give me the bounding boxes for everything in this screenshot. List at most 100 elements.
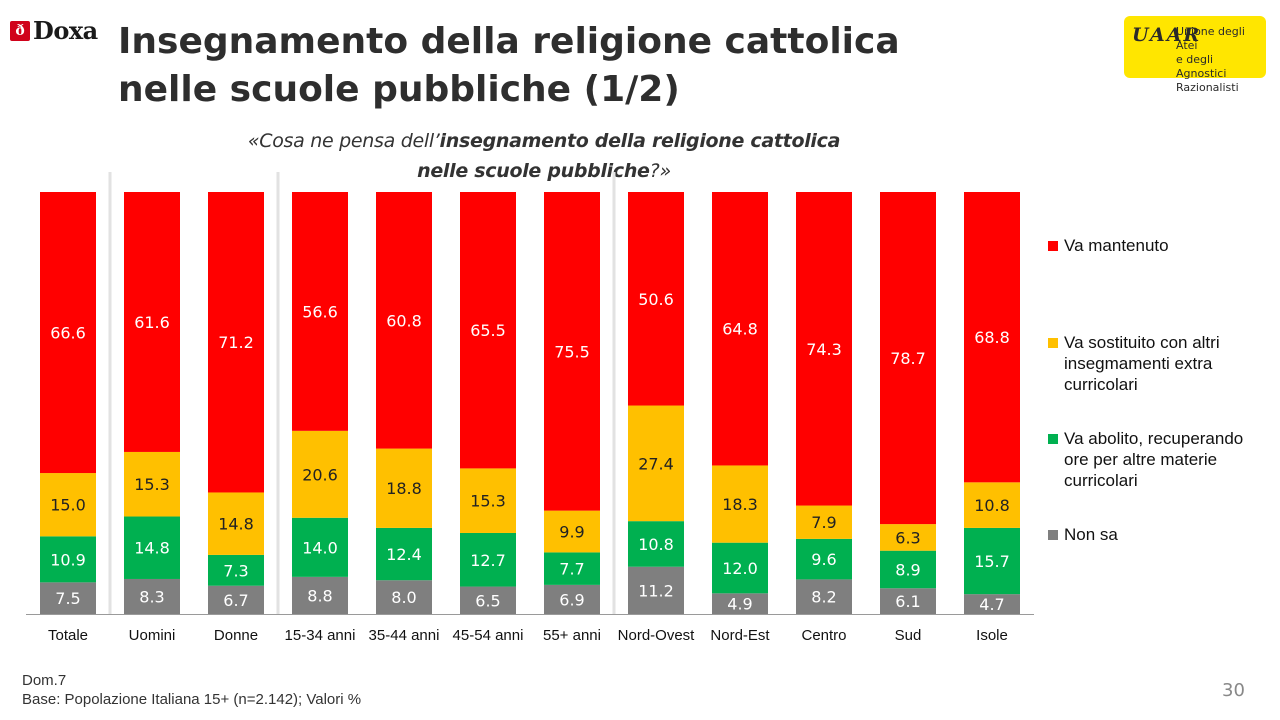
bar-segment-non-sa-donne (208, 585, 264, 614)
legend-label: Non sa (1064, 525, 1118, 544)
data-label: 64.8 (722, 320, 758, 339)
bar-segment-non-sa-35-44-anni (376, 580, 432, 614)
bar-segment-va-abolito-recuperan-55-anni (544, 552, 600, 585)
data-label: 4.9 (727, 595, 752, 614)
legend-item: Va sostituito con altri insegmamenti ext… (1048, 332, 1254, 395)
uaar-line-3: Razionalisti (1176, 81, 1239, 94)
bar-segment-va-mantenuto-nord-est (712, 192, 768, 466)
uaar-logo-text: Unione degli Atei e degli Agnostici Razi… (1176, 25, 1266, 95)
bar-segment-va-sostituito-con-al-45-54-anni (460, 468, 516, 533)
data-label: 18.8 (386, 479, 422, 498)
bar-segment-non-sa-uomini (124, 578, 180, 614)
data-label: 74.3 (806, 340, 842, 359)
x-tick-label: Donne (214, 627, 258, 644)
bar-segment-va-abolito-recuperan-totale (40, 536, 96, 583)
bar-segment-va-mantenuto-totale (40, 192, 96, 474)
data-label: 12.7 (470, 551, 506, 570)
question-suffix: ?» (649, 160, 672, 182)
bar-segment-non-sa-nord-est (712, 593, 768, 614)
x-tick-label: 45-54 anni (453, 627, 524, 644)
data-label: 4.7 (979, 595, 1004, 614)
data-label: 68.8 (974, 328, 1010, 347)
bar-segment-va-mantenuto-uomini (124, 192, 180, 452)
bar-segment-va-mantenuto-donne (208, 192, 264, 493)
data-label: 10.8 (974, 496, 1010, 515)
data-label: 6.7 (223, 591, 248, 610)
data-label: 65.5 (470, 321, 506, 340)
data-label: 50.6 (638, 290, 674, 309)
legend-label: Va sostituito con altri insegmamenti ext… (1064, 333, 1220, 394)
data-label: 12.4 (386, 545, 422, 564)
sample-base: Base: Popolazione Italiana 15+ (n=2.142)… (22, 691, 362, 708)
bar-segment-non-sa-isole (964, 594, 1020, 614)
data-label: 15.0 (50, 496, 86, 515)
bar-segment-va-abolito-recuperan-35-44-anni (376, 527, 432, 581)
data-label: 7.3 (223, 561, 248, 580)
data-label: 6.9 (559, 590, 584, 609)
data-label: 27.4 (638, 454, 674, 473)
legend-swatch (1048, 434, 1058, 444)
data-label: 14.8 (134, 539, 170, 558)
bar-segment-va-abolito-recuperan-uomini (124, 516, 180, 579)
x-tick-label: Isole (976, 627, 1008, 644)
bar-segment-va-mantenuto-isole (964, 192, 1020, 483)
data-label: 7.9 (811, 513, 836, 532)
bar-segment-non-sa-sud (880, 588, 936, 614)
data-label: 18.3 (722, 495, 758, 514)
data-label: 6.5 (475, 591, 500, 610)
data-label: 9.9 (559, 522, 584, 541)
bar-segment-va-sostituito-con-al-sud (880, 524, 936, 551)
bar-segment-va-mantenuto-nord-ovest (628, 192, 684, 406)
bar-segment-non-sa-45-54-anni (460, 586, 516, 614)
doxa-logo: ð Doxa (10, 16, 98, 45)
legend-label: Va mantenuto (1064, 236, 1169, 255)
question-bold-line-1: insegnamento della religione cattolica (439, 130, 841, 152)
bar-segment-va-abolito-recuperan-sud (880, 550, 936, 589)
data-label: 14.0 (302, 538, 338, 557)
data-label: 8.9 (895, 560, 920, 579)
page-number: 30 (1222, 680, 1245, 701)
uaar-line-2: e degli Agnostici (1176, 53, 1227, 80)
bar-segment-va-abolito-recuperan-isole (964, 527, 1020, 595)
bar-segment-non-sa-totale (40, 582, 96, 614)
data-label: 56.6 (302, 302, 338, 321)
bar-segment-va-abolito-recuperan-centro (796, 538, 852, 580)
data-label: 60.8 (386, 311, 422, 330)
x-tick-label: 35-44 anni (369, 627, 440, 644)
title-line-1: Insegnamento della religione cattolica (118, 21, 900, 62)
bar-segment-va-mantenuto-centro (796, 192, 852, 506)
bar-segment-va-abolito-recuperan-45-54-anni (460, 532, 516, 587)
data-label: 61.6 (134, 313, 170, 332)
data-label: 14.8 (218, 515, 254, 534)
bar-segment-va-sostituito-con-al-nord-ovest (628, 405, 684, 522)
x-tick-label: Sud (895, 627, 922, 644)
bar-segment-va-abolito-recuperan-nord-est (712, 542, 768, 594)
legend-swatch (1048, 241, 1058, 251)
data-label: 8.8 (307, 586, 332, 605)
bar-segment-va-sostituito-con-al-uomini (124, 451, 180, 517)
legend-item: Va abolito, recuperando ore per altre ma… (1048, 428, 1254, 491)
question-reference: Dom.7 (22, 672, 67, 689)
data-label: 75.5 (554, 342, 590, 361)
legend-swatch (1048, 338, 1058, 348)
data-label: 10.9 (50, 550, 86, 569)
bar-segment-va-sostituito-con-al-isole (964, 482, 1020, 528)
page-title: Insegnamento della religione cattolica n… (118, 18, 900, 114)
data-label: 20.6 (302, 465, 338, 484)
data-label: 10.8 (638, 535, 674, 554)
data-label: 6.1 (895, 592, 920, 611)
legend-item: Non sa (1048, 524, 1254, 545)
legend-swatch (1048, 530, 1058, 540)
uaar-logo: UAAR Unione degli Atei e degli Agnostici… (1124, 16, 1266, 94)
bar-segment-va-sostituito-con-al-centro (796, 505, 852, 539)
data-label: 7.7 (559, 560, 584, 579)
title-line-2: nelle scuole pubbliche (1/2) (118, 69, 680, 110)
data-label: 9.6 (811, 550, 836, 569)
x-tick-label: Nord-Ovest (618, 627, 696, 644)
bar-segment-va-mantenuto-55-anni (544, 192, 600, 511)
bar-segment-non-sa-centro (796, 579, 852, 614)
bar-segment-va-sostituito-con-al-totale (40, 473, 96, 537)
data-label: 78.7 (890, 349, 926, 368)
data-label: 6.3 (895, 528, 920, 547)
